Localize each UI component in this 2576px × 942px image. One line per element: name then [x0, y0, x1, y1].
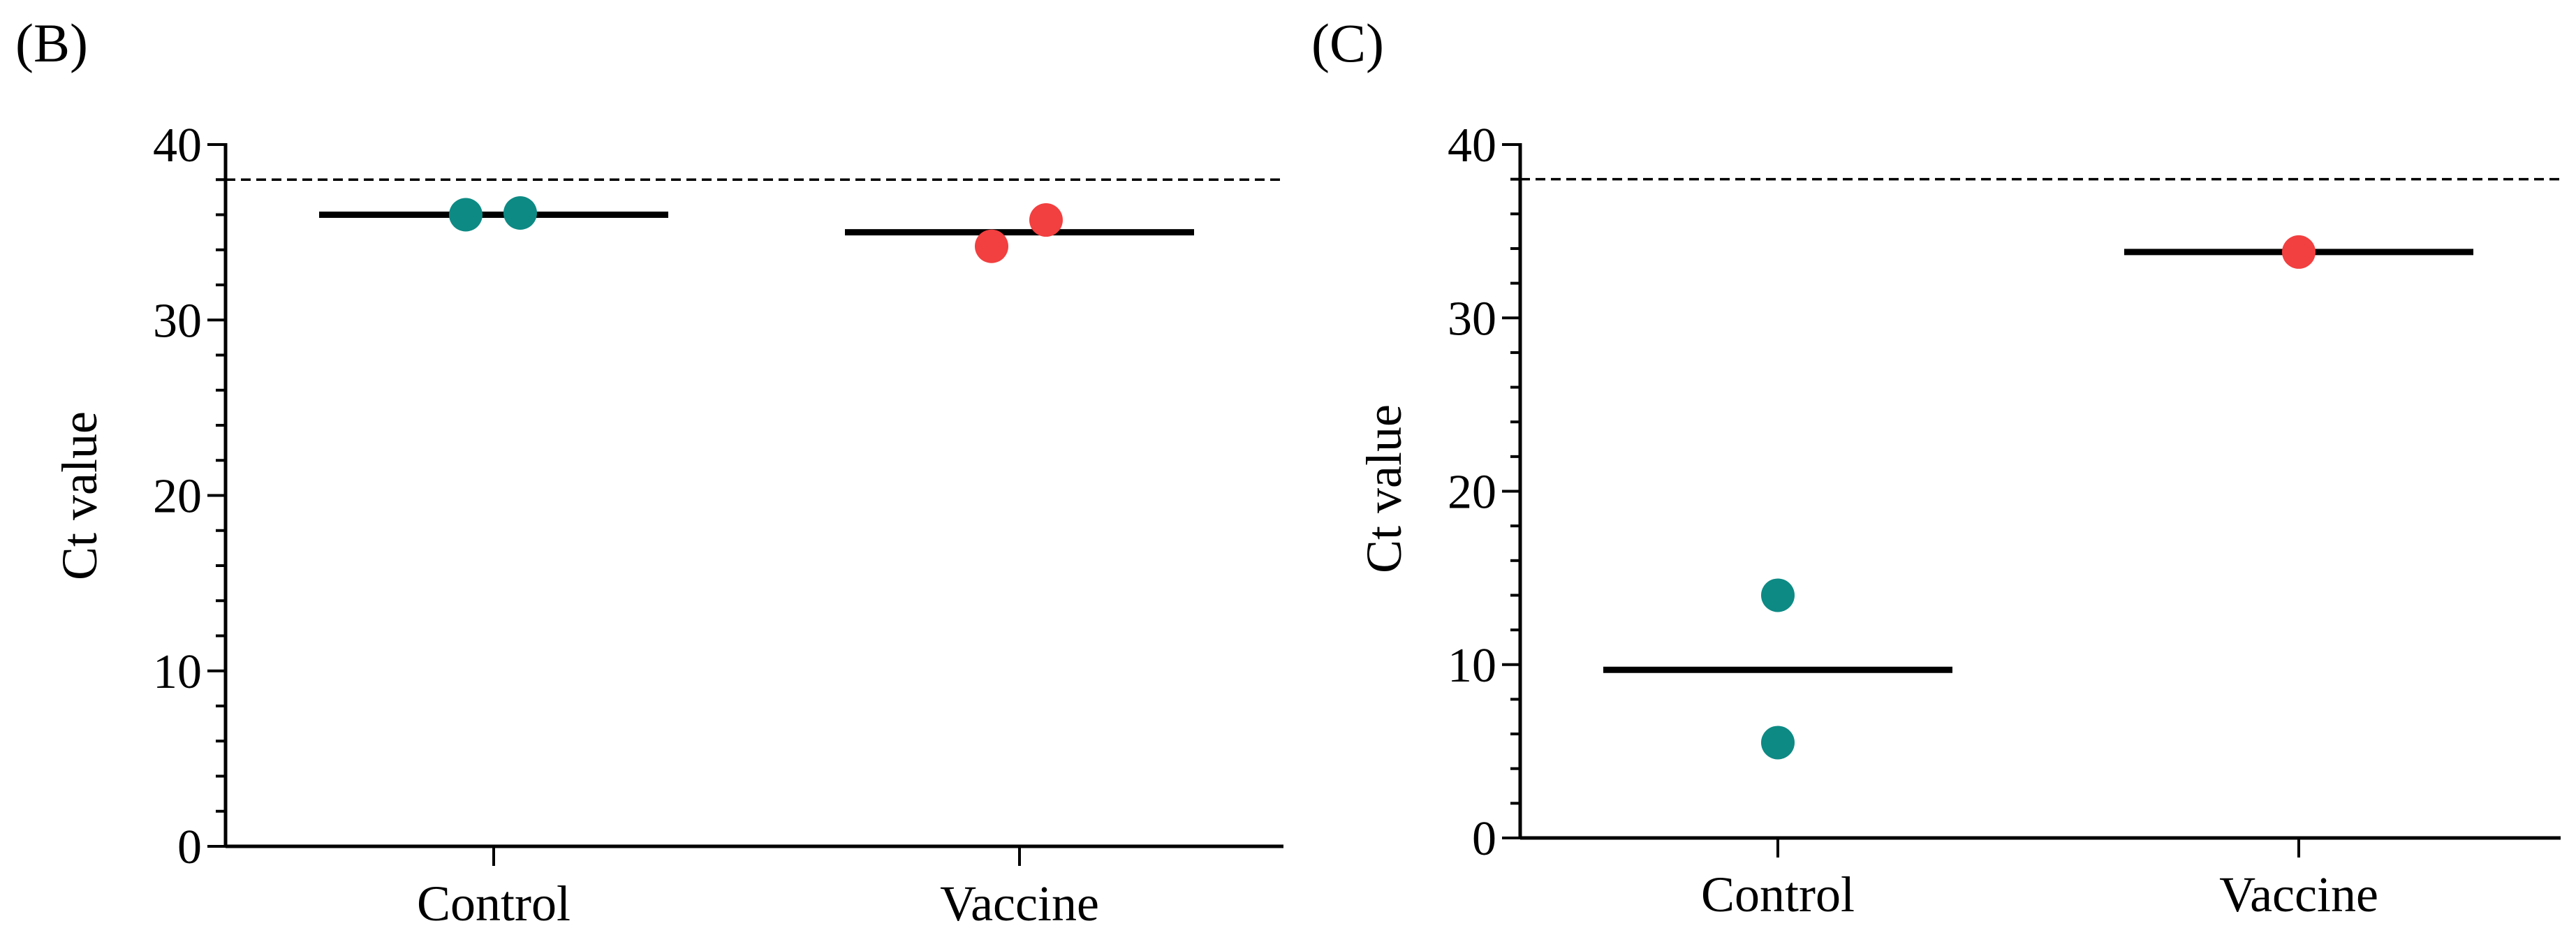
- category-label: Control: [1701, 867, 1855, 922]
- panel-label: (B): [15, 13, 88, 73]
- y-tick-label: 10: [153, 645, 202, 699]
- data-point: [1761, 578, 1795, 612]
- panel-label: (C): [1311, 13, 1384, 73]
- y-tick-label: 40: [153, 119, 202, 172]
- category-label: Vaccine: [940, 876, 1099, 932]
- data-point: [1029, 203, 1063, 237]
- category-label: Control: [417, 876, 571, 932]
- y-tick-label: 30: [1448, 292, 1496, 346]
- y-tick-label: 20: [153, 470, 202, 524]
- y-axis-title: Ct value: [1356, 404, 1412, 573]
- y-tick-label: 40: [1448, 119, 1496, 172]
- y-axis-title: Ct value: [52, 411, 108, 580]
- panel-b: (B) Ct value Control Vaccine 0 10 20 30 40: [15, 13, 1283, 932]
- data-point: [503, 196, 537, 230]
- y-tick-label: 30: [153, 294, 202, 348]
- y-tick-label: 20: [1448, 466, 1496, 520]
- data-point: [449, 198, 483, 232]
- panel-c: (C) Ct value Control Vaccine 0 10 20 30 40: [1311, 13, 2561, 922]
- data-point: [975, 229, 1008, 263]
- y-tick-label: 0: [1472, 812, 1496, 866]
- data-point: [1761, 726, 1795, 760]
- data-point: [2282, 235, 2316, 269]
- category-label: Vaccine: [2219, 867, 2378, 922]
- y-tick-label: 10: [1448, 639, 1496, 693]
- y-tick-label: 0: [177, 820, 202, 874]
